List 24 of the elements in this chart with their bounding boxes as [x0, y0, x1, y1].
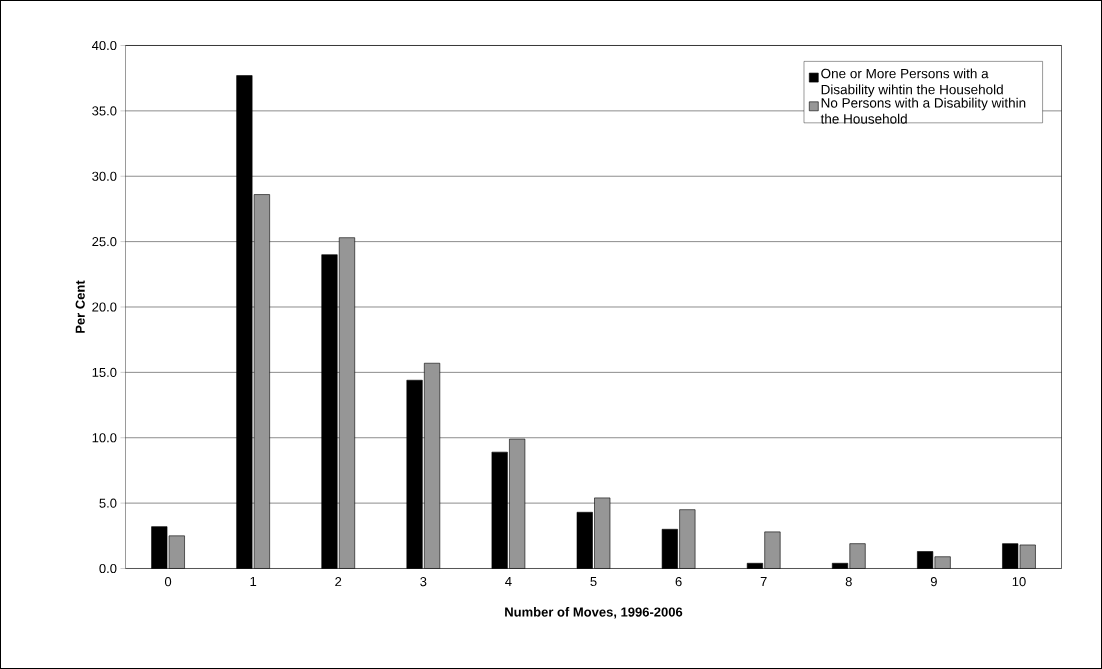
- x-tick-label: 1: [250, 577, 257, 586]
- x-tick-label: 7: [760, 577, 767, 586]
- x-axis-title: Number of Moves, 1996-2006: [505, 607, 683, 619]
- legend-label: No Persons with a Disability within the Household: [820, 97, 1026, 124]
- y-tick-label: 5.0: [99, 498, 117, 508]
- y-axis-title: Per Cent: [75, 280, 85, 333]
- x-tick-label: 8: [845, 577, 852, 587]
- x-tick-label: 6: [675, 577, 682, 587]
- x-tick-label: 2: [335, 577, 342, 587]
- y-tick-label: 0.0: [99, 563, 117, 574]
- x-tick-label: 0: [164, 577, 172, 587]
- x-tick-label: 3: [420, 577, 427, 587]
- x-tick-label: 10: [1012, 577, 1026, 587]
- y-tick-label: 35.0: [92, 106, 117, 116]
- y-tick-label: 30.0: [92, 171, 117, 181]
- x-tick-label: 4: [505, 577, 512, 586]
- y-tick-label: 40.0: [91, 40, 117, 51]
- y-tick-label: 10.0: [92, 433, 117, 443]
- y-tick-label: 25.0: [92, 237, 117, 247]
- legend-label: One or More Persons with a Disability wihtin the Household: [821, 68, 1003, 97]
- x-tick-label: 9: [930, 577, 937, 587]
- x-tick-label: 5: [590, 577, 597, 587]
- y-tick-label: 15.0: [92, 367, 117, 377]
- y-tick-label: 20.0: [92, 302, 117, 312]
